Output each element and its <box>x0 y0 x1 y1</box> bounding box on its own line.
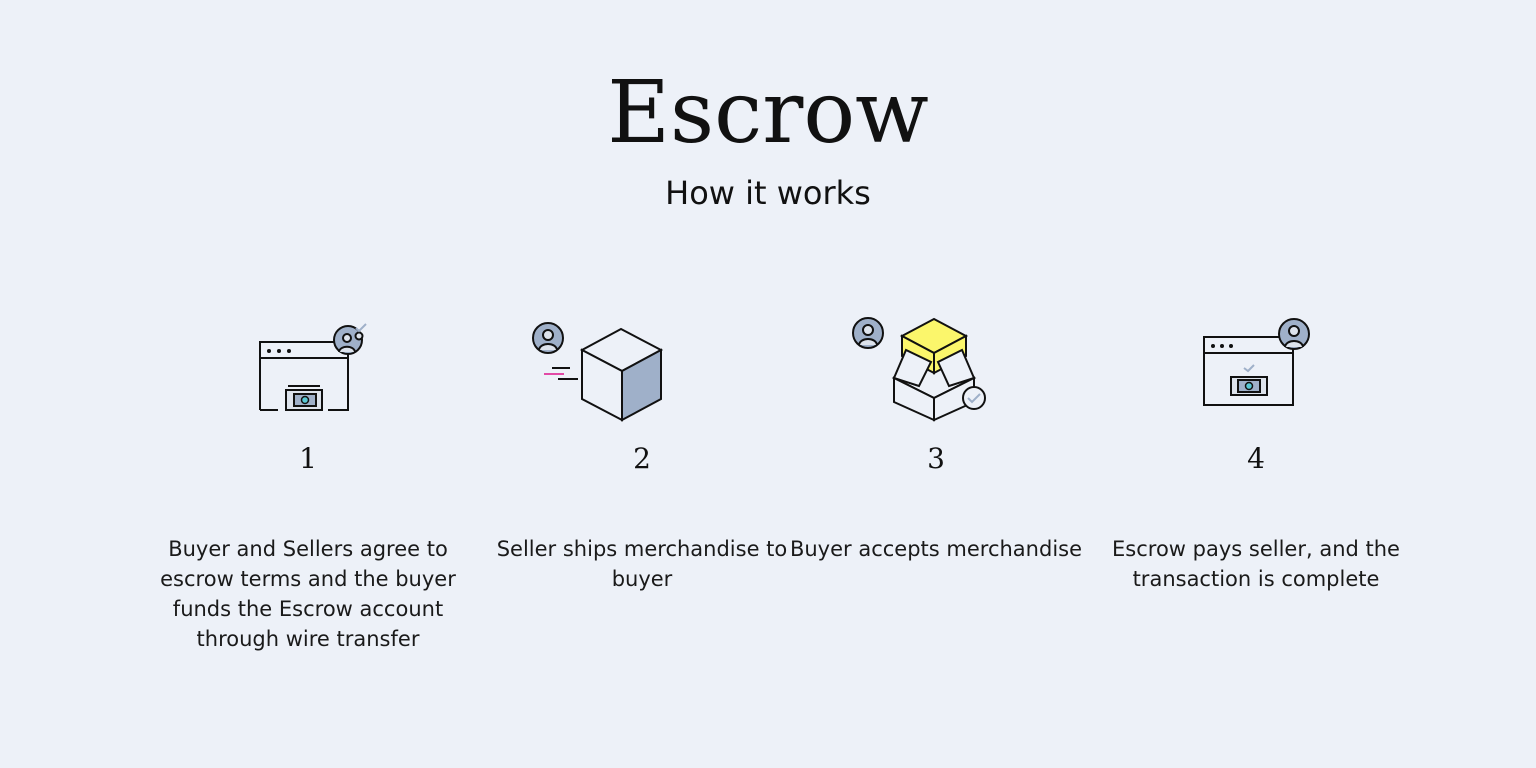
page-title: Escrow <box>607 63 929 163</box>
page-subtitle: How it works <box>665 174 871 212</box>
step-number: 1 <box>299 442 317 475</box>
step-number: 2 <box>633 442 651 475</box>
shipping-box-user-icon <box>482 310 802 430</box>
step-number: 4 <box>1247 442 1265 475</box>
step-description: Escrow pays seller, and the transaction … <box>1112 537 1400 591</box>
browser-money-user-icon <box>148 310 468 430</box>
step-description: Buyer and Sellers agree to escrow terms … <box>160 537 456 651</box>
open-box-check-icon <box>776 310 1096 430</box>
step-description: Seller ships merchandise to buyer <box>496 537 788 591</box>
step-description: Buyer accepts merchandise <box>789 537 1083 561</box>
step-number: 3 <box>927 442 945 475</box>
browser-payment-user-icon <box>1096 310 1416 430</box>
